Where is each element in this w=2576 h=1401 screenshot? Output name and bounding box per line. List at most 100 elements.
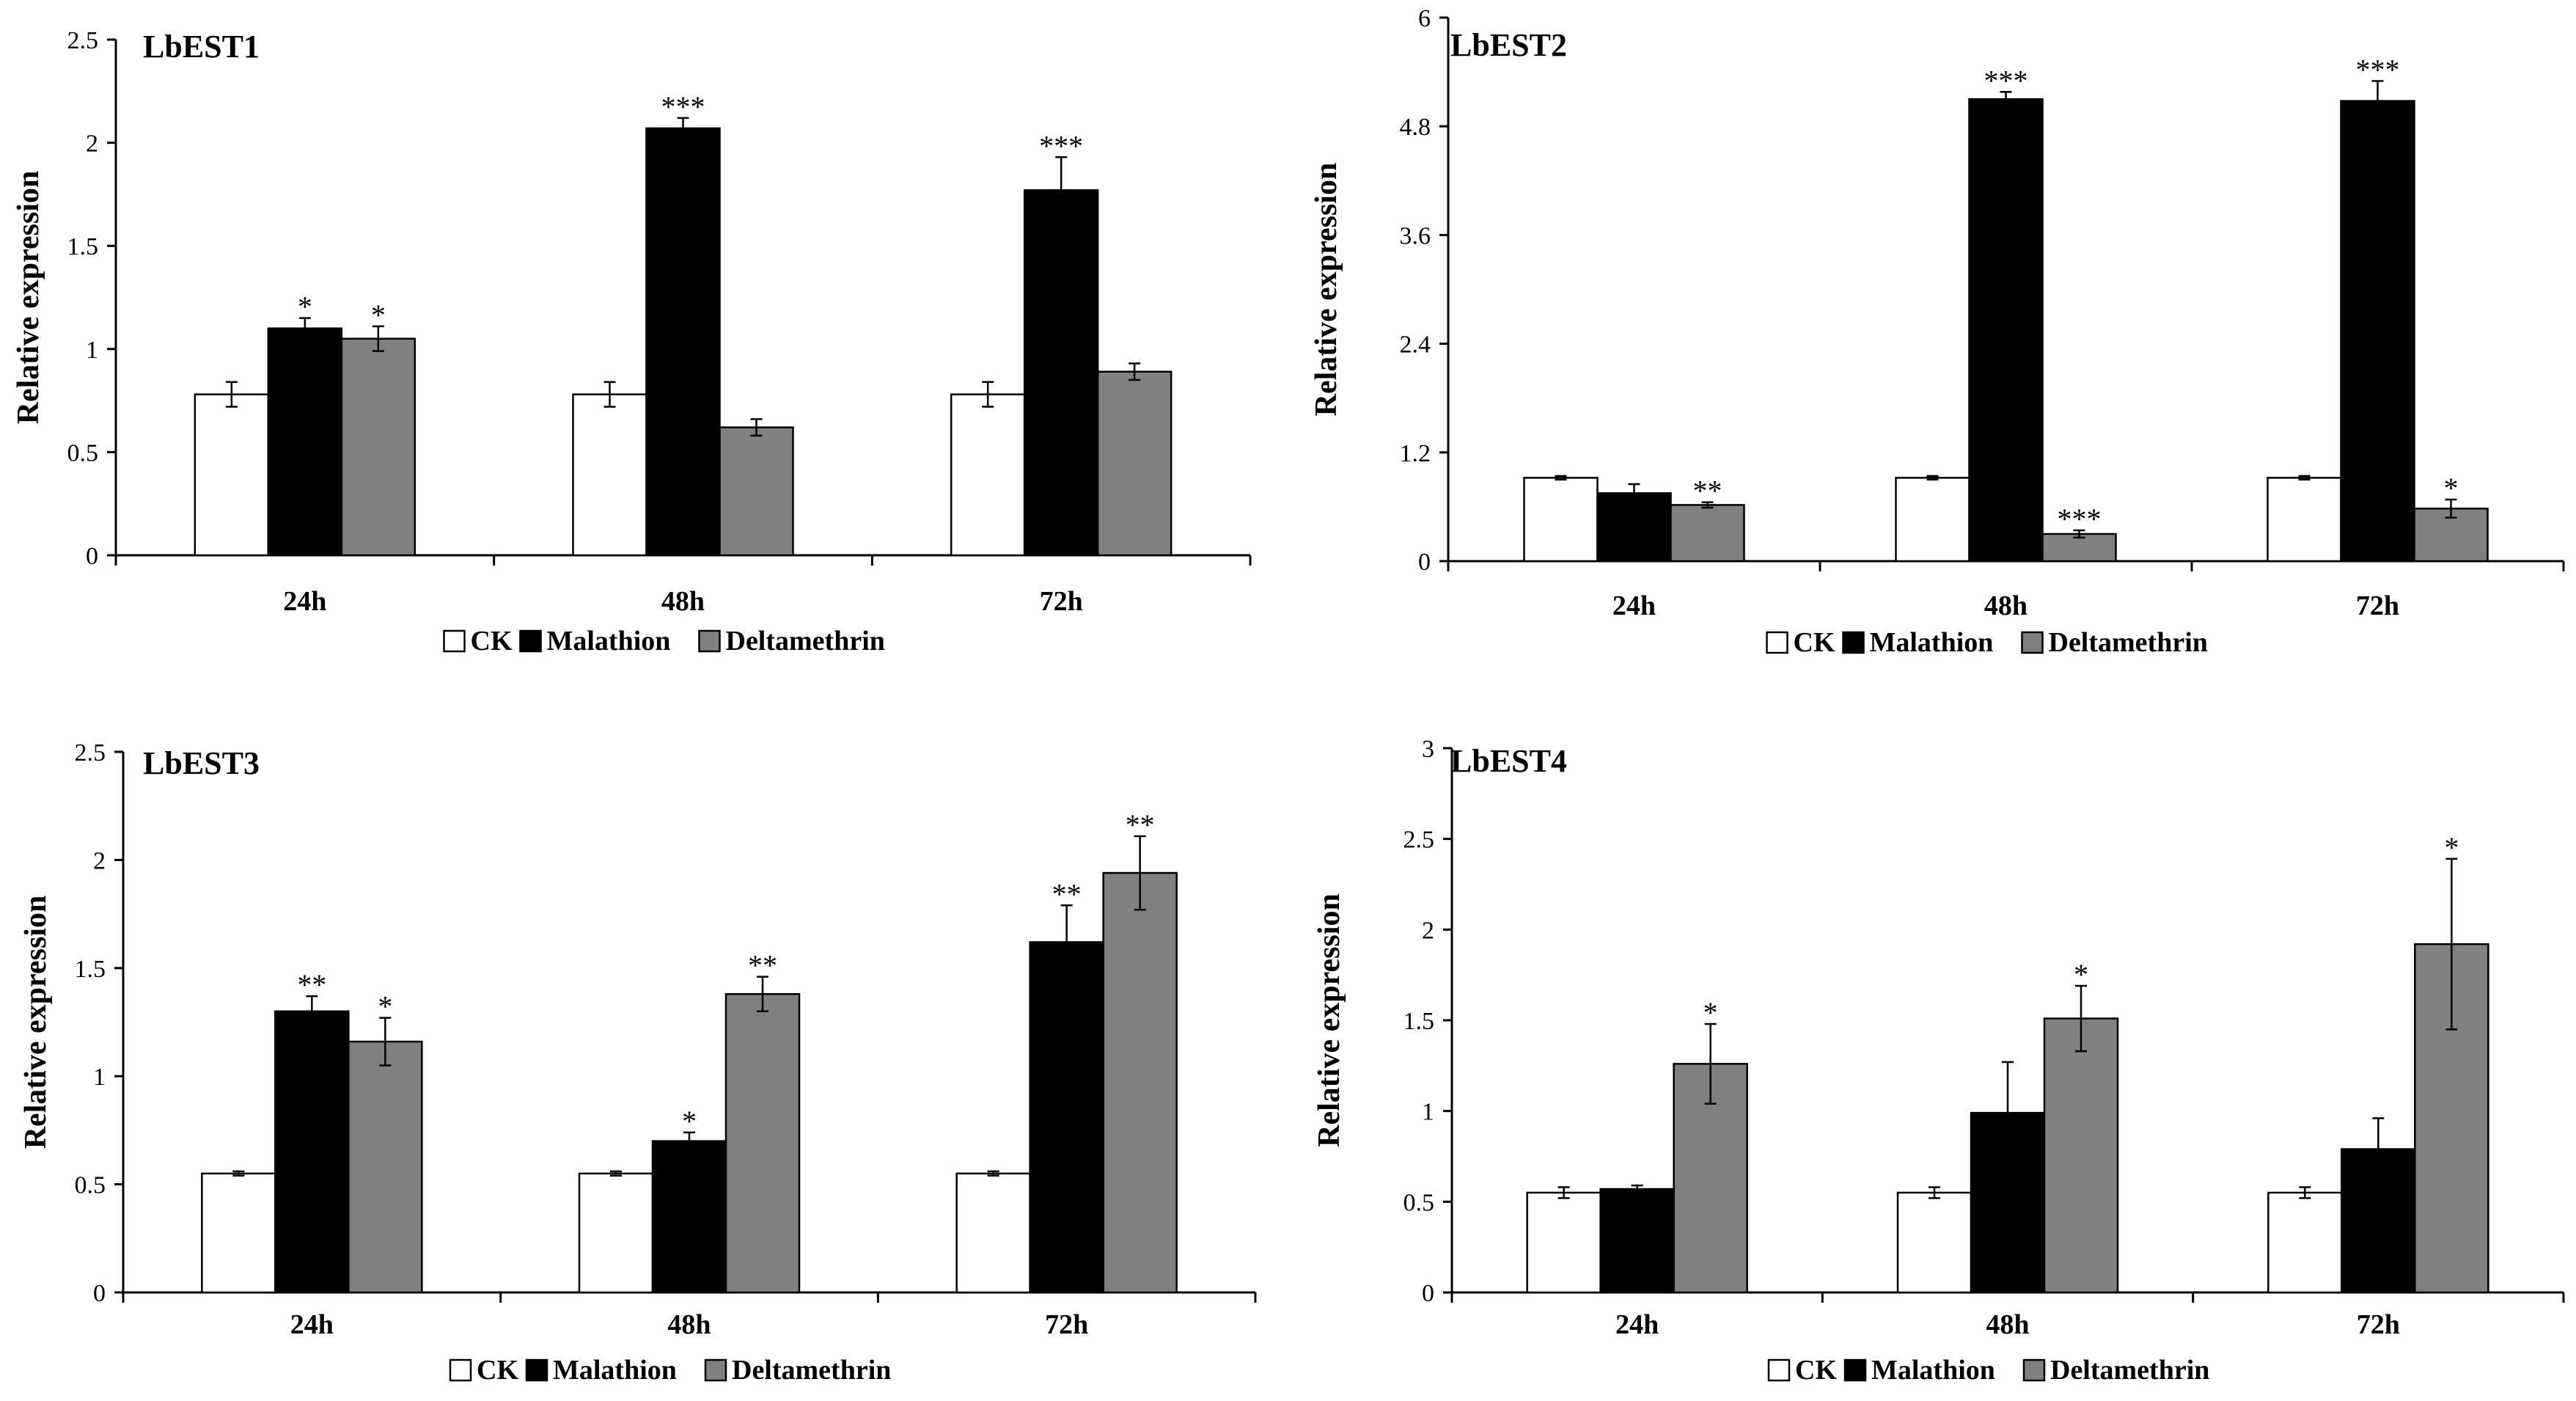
significance-label: *** bbox=[661, 90, 705, 123]
y-tick-label: 3.6 bbox=[1400, 222, 1431, 249]
y-tick-label: 3 bbox=[1422, 736, 1434, 763]
y-tick-label: 1.5 bbox=[1403, 1008, 1435, 1035]
bar-deltamethrin-24h bbox=[1670, 504, 1745, 563]
legend-swatch-malathion bbox=[519, 629, 542, 653]
legend-swatch-deltamethrin bbox=[704, 1358, 727, 1382]
x-tick-label: 48h bbox=[1984, 590, 2028, 621]
y-tick-label: 1.5 bbox=[75, 956, 106, 983]
significance-label: * bbox=[1703, 996, 1718, 1029]
y-tick-label: 0.5 bbox=[1403, 1189, 1435, 1216]
y-tick-label: 0 bbox=[86, 543, 98, 570]
significance-label: * bbox=[2444, 472, 2459, 505]
legend-swatch-deltamethrin bbox=[2022, 1358, 2046, 1382]
y-tick-label: 2.4 bbox=[1400, 332, 1431, 359]
y-axis-label: Relative expression bbox=[19, 896, 53, 1149]
y-tick-label: 0 bbox=[93, 1280, 106, 1307]
legend: CK Malathion Deltamethrin bbox=[443, 626, 885, 656]
significance-label: * bbox=[298, 290, 312, 323]
legend-label-malathion: Malathion bbox=[553, 1355, 677, 1386]
x-tick-label: 72h bbox=[1040, 586, 1083, 617]
legend-swatch-malathion bbox=[525, 1358, 548, 1382]
bar-deltamethrin-48h bbox=[2043, 1017, 2119, 1294]
significance-label: ** bbox=[1052, 877, 1082, 910]
bar-malathion-48h bbox=[645, 127, 721, 557]
legend: CK Malathion Deltamethrin bbox=[1767, 1355, 2209, 1386]
y-axis-label: Relative expression bbox=[1310, 163, 1343, 417]
significance-label: *** bbox=[1039, 129, 1083, 162]
bar-deltamethrin-24h bbox=[348, 1040, 423, 1294]
significance-label: ** bbox=[297, 968, 326, 1001]
bar-malathion-24h bbox=[1599, 1188, 1675, 1294]
bar-malathion-24h bbox=[1596, 492, 1672, 563]
y-tick-label: 0.5 bbox=[67, 439, 99, 467]
y-tick-label: 2 bbox=[86, 131, 98, 158]
bar-malathion-72h bbox=[1023, 189, 1099, 557]
y-tick-label: 2 bbox=[93, 847, 106, 874]
legend-swatch-malathion bbox=[1843, 1358, 1867, 1382]
legend-swatch-malathion bbox=[1842, 631, 1865, 654]
bar-malathion-24h bbox=[267, 327, 343, 557]
bar-malathion-72h bbox=[1029, 941, 1104, 1294]
y-tick-label: 6 bbox=[1418, 5, 1431, 32]
legend-label-ck: CK bbox=[471, 626, 513, 656]
x-tick-label: 24h bbox=[290, 1309, 334, 1340]
bar-malathion-24h bbox=[274, 1010, 350, 1294]
y-tick-label: 2.5 bbox=[75, 739, 106, 767]
x-tick-label: 72h bbox=[1045, 1309, 1088, 1340]
legend-swatch-ck bbox=[449, 1358, 472, 1382]
legend-label-ck: CK bbox=[1794, 627, 1835, 658]
chart-title: LbEST4 bbox=[1450, 743, 1567, 779]
legend-label-malathion: Malathion bbox=[1871, 1355, 1995, 1386]
legend: CK Malathion Deltamethrin bbox=[1766, 627, 2208, 658]
significance-label: ** bbox=[1126, 808, 1155, 841]
bar-malathion-48h bbox=[1968, 98, 2044, 563]
legend-label-deltamethrin: Deltamethrin bbox=[726, 626, 885, 656]
y-tick-label: 1.2 bbox=[1400, 440, 1431, 467]
x-tick-label: 48h bbox=[667, 1309, 711, 1340]
legend-swatch-deltamethrin bbox=[698, 629, 721, 653]
y-tick-label: 0 bbox=[1418, 549, 1431, 576]
legend-swatch-ck bbox=[1767, 1358, 1791, 1382]
chart-title: LbEST3 bbox=[143, 745, 260, 781]
y-tick-label: 2.5 bbox=[67, 27, 99, 54]
y-axis-label: Relative expression bbox=[12, 171, 45, 425]
panel-lbest3: 00.511.522.5***24h***48h****72hLbEST3Rel… bbox=[19, 739, 1257, 1386]
bar-ck-24h bbox=[1523, 477, 1599, 563]
x-tick-label: 48h bbox=[1986, 1309, 2029, 1340]
y-tick-label: 1 bbox=[1422, 1099, 1434, 1126]
x-tick-label: 72h bbox=[2356, 590, 2399, 621]
bar-deltamethrin-48h bbox=[719, 426, 794, 557]
significance-label: * bbox=[682, 1105, 697, 1138]
bar-deltamethrin-72h bbox=[1102, 871, 1178, 1294]
bar-ck-72h bbox=[2267, 477, 2342, 563]
y-tick-label: 1.5 bbox=[67, 233, 99, 260]
significance-label: * bbox=[378, 990, 392, 1023]
y-tick-label: 2.5 bbox=[1403, 827, 1435, 854]
bar-ck-72h bbox=[2267, 1191, 2343, 1294]
significance-label: *** bbox=[2058, 502, 2102, 535]
bar-deltamethrin-72h bbox=[1096, 370, 1173, 557]
x-tick-label: 24h bbox=[283, 586, 326, 617]
legend-label-ck: CK bbox=[1795, 1355, 1837, 1386]
significance-label: * bbox=[2444, 831, 2459, 864]
y-tick-label: 1 bbox=[86, 337, 98, 364]
legend-swatch-deltamethrin bbox=[2021, 631, 2044, 654]
significance-label: *** bbox=[1984, 64, 2028, 97]
bar-malathion-48h bbox=[651, 1140, 727, 1294]
legend-swatch-ck bbox=[1766, 631, 1788, 654]
bar-ck-24h bbox=[194, 393, 270, 557]
panel-lbest1: 0 0.5 1 1.5 2 2.5 * * 24h *** 48h *** 72h LbEST1 Relat… bbox=[12, 27, 1252, 656]
significance-label: * bbox=[371, 299, 386, 332]
panel-lbest4: 0 0.5 1 1.5 2 2.5 3 * 24h * 48h * 72h LbEST4 Relative … bbox=[1313, 736, 2565, 1386]
legend-label-deltamethrin: Deltamethrin bbox=[2049, 627, 2208, 658]
legend-label-malathion: Malathion bbox=[547, 626, 671, 656]
y-tick-label: 0 bbox=[1422, 1280, 1434, 1307]
y-tick-label: 2 bbox=[1422, 917, 1434, 944]
bar-ck-48h bbox=[1895, 477, 1970, 563]
legend-swatch-ck bbox=[443, 629, 466, 653]
bar-deltamethrin-24h bbox=[340, 337, 417, 557]
bar-ck-48h bbox=[1896, 1191, 1973, 1294]
y-tick-label: 1 bbox=[93, 1064, 106, 1091]
